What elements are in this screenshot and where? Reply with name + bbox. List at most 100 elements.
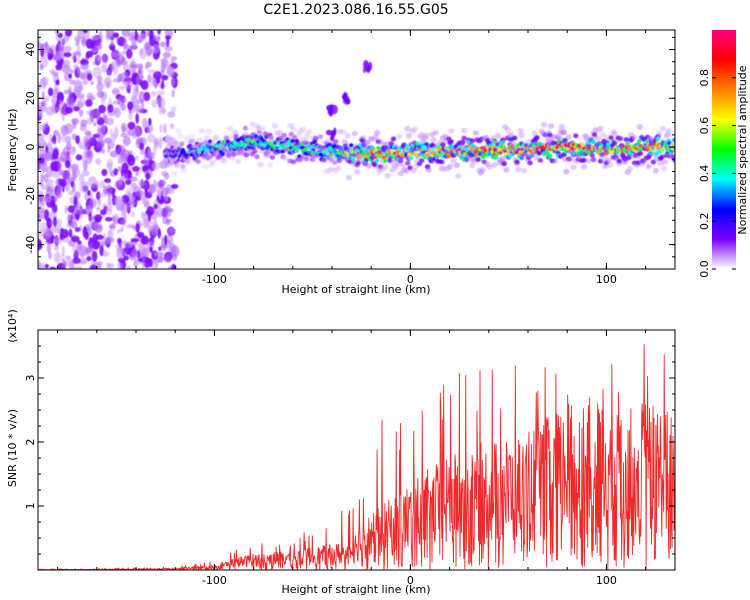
heatmap-cell bbox=[38, 230, 45, 237]
heatmap-cell bbox=[149, 30, 154, 40]
heatmap-cell bbox=[78, 173, 85, 184]
heatmap-cell bbox=[172, 254, 177, 261]
heatmap-cell bbox=[75, 38, 80, 47]
heatmap-cell bbox=[44, 264, 49, 269]
heatmap-cell bbox=[332, 160, 338, 165]
heatmap-cell bbox=[114, 107, 118, 114]
heatmap-cell bbox=[271, 123, 278, 129]
heatmap-cell bbox=[292, 134, 298, 140]
heatmap-cell bbox=[562, 138, 568, 143]
heatmap-cell bbox=[499, 156, 506, 162]
heatmap-cell bbox=[95, 41, 101, 50]
heatmap-cell bbox=[531, 130, 538, 137]
heatmap-cell bbox=[328, 157, 334, 163]
heatmap-cell bbox=[76, 56, 81, 65]
heatmap-cell bbox=[120, 204, 124, 217]
heatmap-cell bbox=[100, 96, 105, 105]
heatmap-cell bbox=[140, 190, 146, 202]
heatmap-cell bbox=[611, 141, 618, 147]
heatmap-cell bbox=[570, 164, 577, 170]
snr-frame bbox=[37, 329, 676, 571]
heatmap-cell bbox=[591, 132, 598, 138]
heatmap-cell bbox=[202, 163, 209, 170]
heatmap-cell bbox=[50, 226, 59, 234]
heatmap-cell bbox=[45, 146, 49, 153]
heatmap-cell bbox=[140, 235, 150, 245]
heatmap-cell bbox=[364, 139, 371, 146]
heatmap-cell bbox=[59, 39, 69, 44]
heatmap-cell bbox=[428, 158, 434, 164]
heatmap-cell bbox=[221, 157, 228, 164]
heatmap-cell bbox=[92, 60, 97, 66]
x-tick-label: 0 bbox=[407, 574, 414, 587]
heatmap-cell bbox=[455, 173, 462, 179]
heatmap-cell bbox=[65, 141, 72, 150]
heatmap-cell bbox=[45, 95, 50, 102]
heatmap-cell bbox=[650, 159, 657, 165]
heatmap-cell bbox=[606, 162, 614, 168]
heatmap-cell bbox=[483, 148, 488, 152]
heatmap-cell bbox=[40, 184, 47, 190]
heatmap-cell bbox=[110, 45, 116, 51]
heatmap-cell bbox=[147, 74, 152, 83]
heatmap-cell bbox=[92, 66, 102, 79]
heatmap-cell bbox=[491, 161, 498, 168]
heatmap-cell bbox=[245, 138, 250, 142]
heatmap-cell bbox=[464, 156, 469, 161]
heatmap-cell bbox=[50, 161, 57, 172]
heatmap-cell bbox=[167, 111, 176, 118]
heatmap-cell bbox=[69, 93, 74, 104]
heatmap-cell bbox=[348, 143, 354, 148]
heatmap-cell bbox=[135, 76, 140, 87]
heatmap-cell bbox=[106, 117, 114, 126]
heatmap-cell bbox=[345, 96, 350, 105]
y-tick-label: -40 bbox=[24, 236, 37, 254]
heatmap-cell bbox=[97, 75, 103, 85]
heatmap-cell bbox=[671, 157, 675, 163]
heatmap-cell bbox=[495, 133, 502, 139]
heatmap-cell bbox=[354, 169, 361, 175]
heatmap-cell bbox=[112, 32, 120, 38]
heatmap-cell bbox=[475, 157, 481, 162]
heatmap-cell bbox=[324, 137, 331, 143]
heatmap-cell bbox=[81, 169, 90, 177]
heatmap-cell bbox=[430, 137, 437, 143]
heatmap-cell bbox=[444, 146, 449, 150]
heatmap-cell bbox=[153, 137, 159, 147]
heatmap-cell bbox=[384, 172, 391, 179]
heatmap-cell bbox=[49, 133, 53, 143]
heatmap-cell bbox=[365, 163, 372, 169]
heatmap-cell bbox=[150, 152, 155, 160]
heatmap-cell bbox=[368, 61, 373, 71]
heatmap-cell bbox=[104, 236, 113, 244]
heatmap-cell bbox=[595, 135, 602, 142]
heatmap-cell bbox=[101, 168, 108, 177]
heatmap-cell bbox=[86, 256, 92, 262]
heatmap-cell bbox=[79, 260, 87, 265]
heatmap-cell bbox=[196, 137, 203, 143]
heatmap-cell bbox=[114, 56, 120, 67]
heatmap-cell bbox=[150, 90, 157, 97]
heatmap-cell bbox=[405, 133, 412, 139]
heatmap-cell bbox=[98, 30, 103, 43]
heatmap-cell bbox=[343, 142, 350, 149]
heatmap-cell bbox=[363, 60, 369, 67]
heatmap-cell bbox=[69, 69, 74, 74]
heatmap-cell bbox=[121, 162, 129, 174]
heatmap-cell bbox=[135, 113, 139, 124]
heatmap-cell bbox=[80, 62, 89, 71]
heatmap-cell bbox=[164, 30, 174, 38]
heatmap-cell bbox=[48, 219, 54, 227]
heatmap-cell bbox=[106, 184, 113, 195]
heatmap-cell bbox=[561, 129, 568, 135]
heatmap-cell bbox=[67, 167, 71, 175]
heatmap-cell bbox=[59, 178, 67, 187]
heatmap-cell bbox=[303, 156, 310, 162]
heatmap-cell bbox=[420, 142, 426, 147]
heatmap-cell bbox=[72, 169, 77, 181]
heatmap-cell bbox=[159, 41, 167, 47]
heatmap-cell bbox=[119, 60, 128, 66]
heatmap-cell bbox=[589, 153, 595, 158]
heatmap-cell bbox=[565, 134, 572, 140]
heatmap-cell bbox=[645, 163, 652, 170]
